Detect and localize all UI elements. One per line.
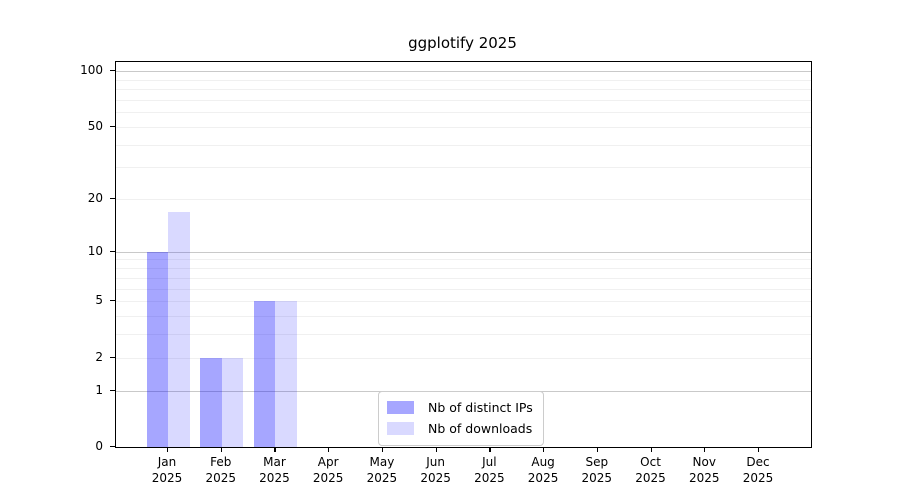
x-tick-mark xyxy=(543,447,545,452)
x-tick-mark xyxy=(489,447,491,452)
y-tick-label: 20 xyxy=(87,191,103,206)
legend-item: Nb of downloads xyxy=(387,418,533,439)
x-tick-label: Dec 2025 xyxy=(742,455,774,485)
gridline-minor xyxy=(116,268,811,270)
y-tick-mark xyxy=(110,125,115,127)
x-tick-label: Jan 2025 xyxy=(151,455,183,485)
gridline-minor xyxy=(116,126,811,128)
y-tick-label: 0 xyxy=(95,439,103,453)
x-tick-mark xyxy=(381,447,384,452)
chart-title: ggplotify 2025 xyxy=(408,34,517,52)
legend-swatch-icon xyxy=(387,401,414,414)
gridline-minor xyxy=(116,334,811,336)
legend-swatch-icon xyxy=(387,422,414,435)
y-tick-label: 10 xyxy=(87,243,103,258)
x-tick-mark xyxy=(167,447,169,452)
gridline-minor xyxy=(116,167,811,169)
gridline-minor xyxy=(116,357,811,359)
legend-label: Nb of downloads xyxy=(428,421,533,436)
gridline-minor xyxy=(116,277,811,279)
gridline-minor xyxy=(116,112,811,114)
gridline-minor xyxy=(116,144,811,146)
legend-item: Nb of distinct IPs xyxy=(387,397,533,418)
x-tick-mark xyxy=(704,447,706,452)
y-tick-label: 50 xyxy=(87,118,103,133)
x-tick-mark xyxy=(596,447,598,452)
x-tick-label: Nov 2025 xyxy=(688,455,720,485)
gridline-minor xyxy=(116,301,811,303)
y-tick-mark xyxy=(110,356,115,358)
y-tick-label: 100 xyxy=(80,63,103,78)
gridline-minor xyxy=(116,288,811,290)
y-tick-mark xyxy=(110,389,115,391)
gridline-major xyxy=(116,71,811,73)
y-tick-label: 2 xyxy=(95,349,103,364)
y-tick-mark xyxy=(110,70,115,72)
x-tick-label: May 2025 xyxy=(366,455,398,485)
x-tick-label: Aug 2025 xyxy=(527,455,559,485)
y-tick-label: 1 xyxy=(95,382,103,397)
bar-jan-s0 xyxy=(146,251,168,447)
bar-feb-s0 xyxy=(200,357,222,447)
gridline-minor xyxy=(116,99,811,101)
x-tick-label: Sep 2025 xyxy=(581,455,613,485)
x-tick-label: Mar 2025 xyxy=(259,455,290,485)
y-tick-mark xyxy=(110,198,115,200)
x-tick-label: Oct 2025 xyxy=(635,455,666,485)
x-tick-label: Jul 2025 xyxy=(474,455,505,485)
bar-mar-s1 xyxy=(275,301,297,447)
x-tick-label: Jun 2025 xyxy=(420,455,451,485)
x-tick-label: Feb 2025 xyxy=(205,455,236,485)
x-tick-label: Apr 2025 xyxy=(312,455,344,485)
gridline-minor xyxy=(116,259,811,261)
legend-label: Nb of distinct IPs xyxy=(428,400,533,415)
x-tick-mark xyxy=(220,447,222,452)
bar-feb-s1 xyxy=(221,357,244,447)
x-tick-mark xyxy=(758,447,760,452)
x-tick-mark xyxy=(650,447,652,452)
gridline-minor xyxy=(116,79,811,81)
bar-mar-s0 xyxy=(253,301,276,447)
plot-area: Nb of distinct IPs Nb of downloads xyxy=(115,61,812,448)
x-tick-mark xyxy=(328,447,330,452)
x-tick-mark xyxy=(274,447,276,452)
gridline-major xyxy=(116,251,811,253)
y-tick-mark xyxy=(110,250,115,252)
y-tick-mark xyxy=(110,300,115,302)
gridline-minor xyxy=(116,89,811,91)
y-tick-label: 5 xyxy=(95,293,103,308)
legend: Nb of distinct IPs Nb of downloads xyxy=(378,391,544,446)
y-tick-mark xyxy=(110,446,115,448)
x-tick-mark xyxy=(435,447,437,452)
bar-jan-s1 xyxy=(168,211,190,447)
gridline-minor xyxy=(116,315,811,317)
gridline-minor xyxy=(116,199,811,201)
